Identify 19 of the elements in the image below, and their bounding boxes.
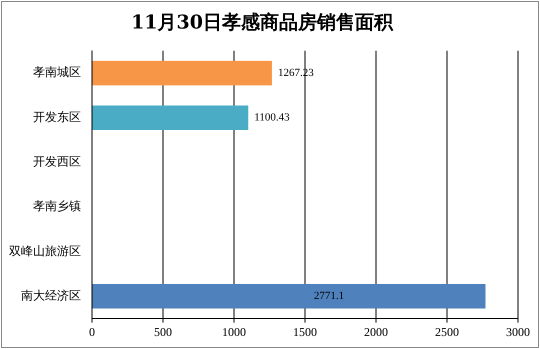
y-tick-label: 开发西区 bbox=[33, 154, 81, 169]
x-tick-label: 0 bbox=[89, 324, 95, 339]
y-tick-label: 开发东区 bbox=[33, 110, 81, 124]
x-tick-label: 1500 bbox=[293, 324, 317, 339]
bar bbox=[92, 284, 486, 309]
x-tick-label: 500 bbox=[154, 324, 172, 339]
y-tick-label: 孝南乡镇 bbox=[33, 199, 81, 214]
chart-title: 11月30日孝感商品房销售面积 bbox=[131, 11, 394, 34]
y-tick-label: 双峰山旅游区 bbox=[9, 244, 81, 258]
y-tick-label: 孝南城区 bbox=[33, 65, 81, 80]
x-tick-label: 2000 bbox=[364, 324, 388, 339]
x-tick-label: 2500 bbox=[435, 324, 459, 339]
data-label: 1100.43 bbox=[254, 112, 290, 124]
data-label: 2771.1 bbox=[314, 290, 344, 302]
bar bbox=[92, 105, 248, 130]
bar bbox=[92, 60, 272, 86]
x-tick-label: 1000 bbox=[222, 324, 246, 339]
x-tick-label: 3000 bbox=[506, 324, 530, 339]
y-tick-label: 南大经济区 bbox=[21, 288, 81, 302]
